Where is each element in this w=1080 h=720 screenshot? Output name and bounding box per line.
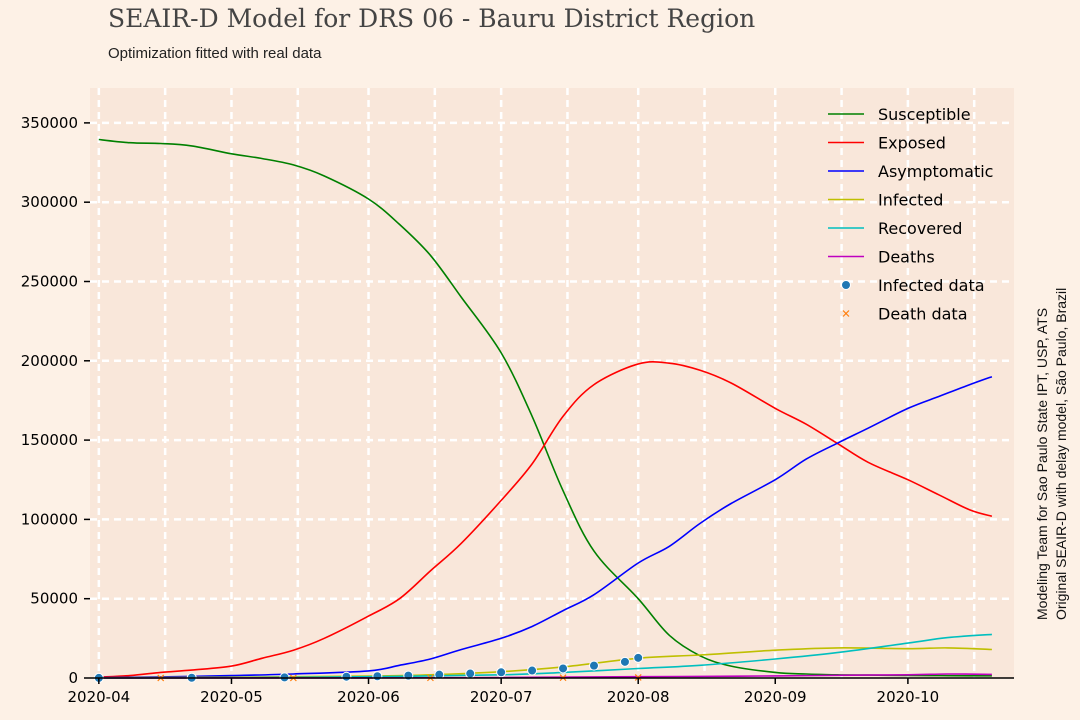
infected-data-point: [341, 671, 352, 682]
infected-data-point: [465, 668, 476, 679]
infected-data-point: [372, 671, 383, 682]
credits: Modeling Team for Sao Paulo State IPT, U…: [1034, 288, 1069, 620]
infected-data-point: [403, 670, 414, 681]
x-tick-label: 2020-09: [744, 688, 807, 706]
infected-data-point: [589, 660, 599, 671]
infected-data-point: [633, 652, 644, 663]
legend: Susceptible Exposed Asymptomatic Infected Re…: [828, 105, 993, 324]
y-tick-label: 250000: [21, 272, 78, 290]
infected-data-point: [619, 656, 630, 667]
plot-area: [90, 88, 1014, 678]
legend-label: Deaths: [878, 248, 935, 267]
legend-label: Infected: [878, 191, 943, 210]
y-tick-label: 0: [68, 669, 78, 687]
infected-data-point: [434, 669, 445, 680]
series-line-asymptomatic: [98, 375, 993, 679]
infected-data-point: [558, 663, 569, 674]
x-tick-label: 2020-08: [607, 688, 670, 706]
legend-label: Infected data: [878, 276, 985, 295]
axes: 0 50000 100000 150000 200000 250000 300000 3500…: [21, 114, 1014, 706]
y-tick-label: 300000: [21, 193, 78, 211]
y-tick-label: 50000: [30, 590, 78, 608]
grid: [90, 88, 1014, 678]
page-subtitle: Optimization fitted with real data: [108, 45, 322, 62]
legend-label: Susceptible: [878, 105, 971, 124]
legend-label: Asymptomatic: [878, 162, 993, 181]
legend-item-death-data: Death data: [842, 305, 968, 324]
y-tick-label: 100000: [21, 510, 78, 528]
infected-data-point: [527, 665, 538, 676]
legend-item-deaths: Deaths: [828, 248, 935, 267]
legend-item-susceptible: Susceptible: [828, 105, 971, 124]
legend-item-asymptomatic: Asymptomatic: [828, 162, 993, 181]
credit-line-2: Original SEAIR-D with delay model, São P…: [1053, 288, 1069, 620]
legend-swatch: [842, 310, 850, 317]
page-title: SEAIR-D Model for DRS 06 - Bauru Distric…: [108, 4, 756, 33]
legend-item-infected-data: Infected data: [841, 276, 985, 295]
legend-label: Exposed: [878, 134, 946, 153]
legend-label: Death data: [878, 305, 968, 324]
legend-item-infected: Infected: [828, 191, 943, 210]
legend-label: Recovered: [878, 219, 962, 238]
x-tick-label: 2020-04: [67, 688, 130, 706]
y-tick-label: 350000: [21, 114, 78, 132]
legend-item-recovered: Recovered: [828, 219, 962, 238]
x-tick-label: 2020-06: [337, 688, 400, 706]
credit-line-1: Modeling Team for Sao Paulo State IPT, U…: [1034, 308, 1050, 620]
infected-data-point: [496, 667, 507, 678]
series-line-exposed: [98, 361, 993, 678]
legend-swatch: [841, 280, 851, 290]
x-tick-label: 2020-10: [877, 688, 940, 706]
y-tick-label: 150000: [21, 431, 78, 449]
y-tick-label: 200000: [21, 352, 78, 370]
x-tick-label: 2020-07: [470, 688, 533, 706]
x-tick-label: 2020-05: [200, 688, 263, 706]
legend-item-exposed: Exposed: [828, 134, 946, 153]
